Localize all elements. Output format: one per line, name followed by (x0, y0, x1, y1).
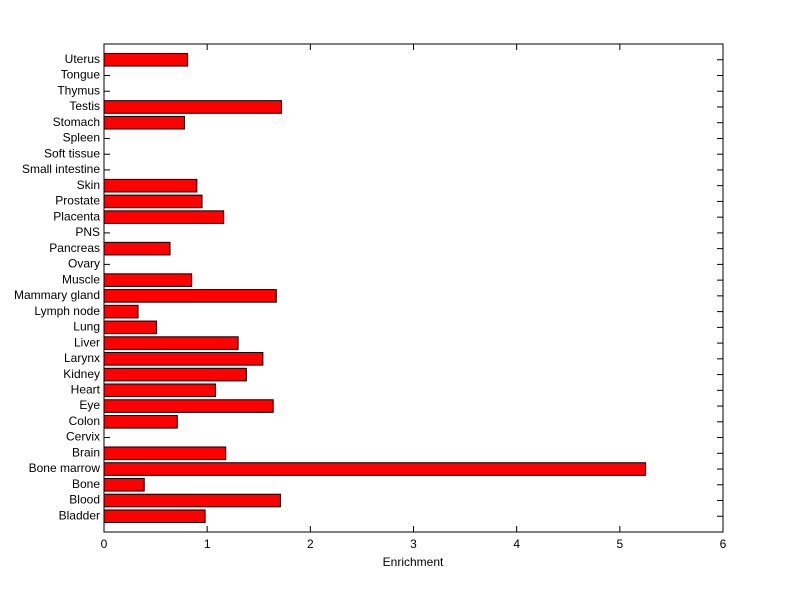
bar (103, 289, 277, 303)
x-tick-label: 5 (616, 537, 623, 551)
y-tick-label: Bladder (59, 508, 100, 522)
x-tick-label: 0 (101, 537, 108, 551)
y-tick-label: Stomach (53, 115, 100, 129)
y-tick-label: Small intestine (22, 162, 100, 176)
bar (103, 241, 171, 256)
bar (103, 462, 647, 476)
x-tick-label: 3 (410, 537, 417, 551)
bar (103, 383, 216, 398)
y-tick-label: Spleen (63, 131, 100, 145)
x-tick-label: 6 (720, 537, 727, 551)
y-tick-label: Tongue (61, 68, 101, 82)
y-tick-label: Muscle (62, 272, 100, 286)
y-tick-label: Bone marrow (29, 461, 101, 475)
bar (103, 477, 145, 492)
y-tick-label: Lymph node (34, 304, 100, 318)
bar (103, 115, 185, 130)
y-tick-label: Uterus (65, 52, 100, 66)
bar (103, 415, 178, 429)
bar (103, 304, 139, 319)
y-tick-label: Blood (69, 493, 100, 507)
y-tick-label: Bone (72, 477, 100, 491)
x-tick-label: 1 (204, 537, 211, 551)
y-tick-label: Lung (73, 320, 100, 334)
bar (103, 100, 282, 114)
bar (103, 336, 239, 350)
bar (103, 446, 227, 461)
y-tick-label: Heart (71, 382, 101, 396)
bar (103, 352, 264, 366)
y-tick-label: Soft tissue (44, 146, 100, 160)
y-tick-label: Testis (69, 99, 100, 113)
x-axis-label: Enrichment (383, 555, 444, 569)
bar (103, 367, 247, 382)
bar (103, 52, 189, 67)
x-tick-label: 4 (513, 537, 520, 551)
y-tick-label: Cervix (66, 430, 100, 444)
bar (103, 320, 158, 335)
bar (103, 493, 281, 508)
y-tick-label: Skin (77, 178, 100, 192)
y-tick-label: PNS (75, 225, 100, 239)
y-tick-label: Thymus (57, 83, 100, 97)
bar (103, 210, 225, 224)
y-tick-label: Liver (74, 335, 100, 349)
bar (103, 399, 274, 413)
x-tick-label: 2 (307, 537, 314, 551)
y-tick-label: Ovary (68, 257, 100, 271)
y-tick-label: Colon (69, 414, 100, 428)
y-tick-label: Placenta (53, 209, 100, 223)
bar (103, 509, 206, 524)
y-tick-label: Prostate (55, 194, 100, 208)
y-tick-label: Mammary gland (14, 288, 100, 302)
y-tick-label: Eye (79, 398, 100, 412)
bar (103, 194, 203, 209)
bar (103, 178, 198, 193)
y-tick-label: Brain (72, 445, 100, 459)
y-tick-label: Kidney (63, 367, 100, 381)
y-tick-label: Larynx (64, 351, 100, 365)
bar (103, 273, 193, 287)
y-tick-label: Pancreas (49, 241, 100, 255)
